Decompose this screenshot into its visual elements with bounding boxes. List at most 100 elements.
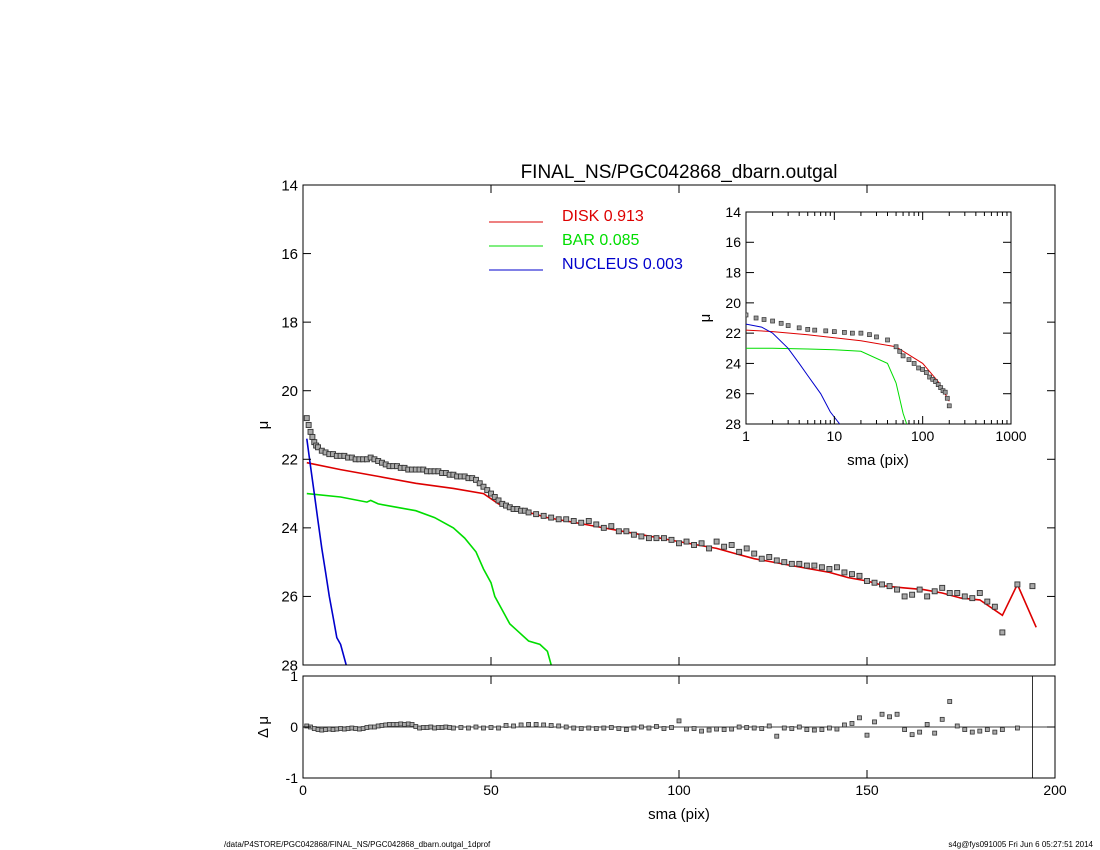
residual-data-point [984,727,990,732]
main-data-point [630,531,637,538]
inset-x-axis-label: sma (pix) [847,452,909,469]
inset-y-tick-label: 14 [725,204,741,220]
main-data-point [849,571,855,578]
main-data-point [623,528,630,535]
main-data-point [661,535,667,542]
inset-data-point [885,337,890,343]
inset-plot-frame [745,211,1012,425]
main-data-point [585,518,592,524]
main-data-point [555,516,562,523]
inset-data-point [935,382,941,387]
residual-data-point [548,723,554,728]
inset-y-tick-label: 24 [725,355,741,371]
residual-data-point [503,723,509,728]
residual-data-point [526,722,531,727]
inset-y-tick-label: 28 [725,416,741,432]
inset-y-tick-label: 22 [725,325,741,341]
residual-data-point [917,729,923,735]
main-y-tick-label: 28 [281,657,298,674]
residual-data-point [969,729,975,735]
main-data-point [773,557,780,564]
main-data-point [476,480,483,487]
footer-timestamp: s4g@fys091005 Fri Jun 6 05:27:51 2014 [948,840,1093,849]
residual-data-point [842,722,847,728]
inset-data-point [900,353,906,359]
inset-data-point [831,329,837,334]
inset-data-point [946,403,952,409]
main-data-point [864,578,870,584]
residual-data-point [646,725,652,731]
inset-data-point [796,325,802,331]
residual-y-tick-label: 1 [290,668,298,684]
residual-data-point [744,725,750,730]
main-data-point [706,545,713,552]
residual-data-point [781,725,787,731]
inset-data-point [823,328,829,334]
residual-x-axis-label: sma (pix) [648,806,710,823]
residual-data-point [571,725,577,731]
main-data-point [833,564,840,571]
main-data-point [683,538,690,545]
main-data-point [533,511,540,518]
residual-data-point [533,722,539,727]
residual-data-point [834,726,840,732]
residual-data-point [676,718,682,724]
main-y-tick-label: 20 [281,383,298,400]
residual-data-point [661,726,667,731]
residual-data-point [593,726,599,731]
main-data-point [728,542,735,548]
main-data-point [600,524,607,531]
main-data-point [871,579,878,586]
residual-data-point [954,723,960,729]
main-data-point [638,533,645,540]
inset-y-axis-label: μ [697,314,714,323]
main-data-point [495,497,502,504]
main-data-point [946,590,953,596]
inset-data-point [916,365,921,371]
inset-data-point [933,379,938,384]
residual-data-point [766,723,772,729]
main-y-tick-label: 24 [281,520,298,537]
residual-data-point [796,724,802,730]
main-data-point [924,593,931,600]
residual-data-point [466,725,471,731]
main-data-point [766,554,773,560]
main-data-point [540,512,547,519]
main-series-disk [306,461,1037,628]
main-data-point [856,572,863,579]
residual-data-point [488,725,494,730]
main-data-point [886,583,893,590]
main-data-point [1014,581,1021,588]
main-data-point [788,560,795,567]
main-data-point [488,490,494,497]
residual-data-point [977,728,983,734]
residual-data-point [563,724,569,730]
main-data-point [879,581,885,588]
inset-x-tick-label: 1000 [995,428,1026,444]
residual-data-point [706,727,712,733]
inset-data-point [920,367,926,372]
main-data-point [615,528,622,535]
main-data-point [491,494,498,500]
main-data-point [305,422,312,428]
main-panel: FINAL_NS/PGC042868_dbarn.outgal 14 16 18 20… [255,162,1056,674]
main-data-point [608,523,615,530]
inset-data-point [812,327,818,333]
legend-label-nucleus: NUCLEUS 0.003 [562,256,683,273]
legend: DISK 0.913 BAR 0.085 NUCLEUS 0.003 [489,208,683,273]
residual-data-point [473,724,479,730]
residual-data-point [684,726,689,732]
footer-file-path: /data/P4STORE/PGC042868/FINAL_NS/PGC0428… [224,840,491,849]
residual-data-point [631,725,637,731]
inset-x-tick-label: 100 [911,428,935,444]
inset-series-disk [746,329,950,402]
inset-data-point [923,370,929,375]
inset-data-point [770,318,775,324]
main-data-point [698,540,705,547]
main-data-point [916,586,923,593]
main-data-point [668,536,675,543]
main-data-point [811,562,818,569]
inset-data-point [753,315,759,321]
residual-data-point [654,724,659,729]
